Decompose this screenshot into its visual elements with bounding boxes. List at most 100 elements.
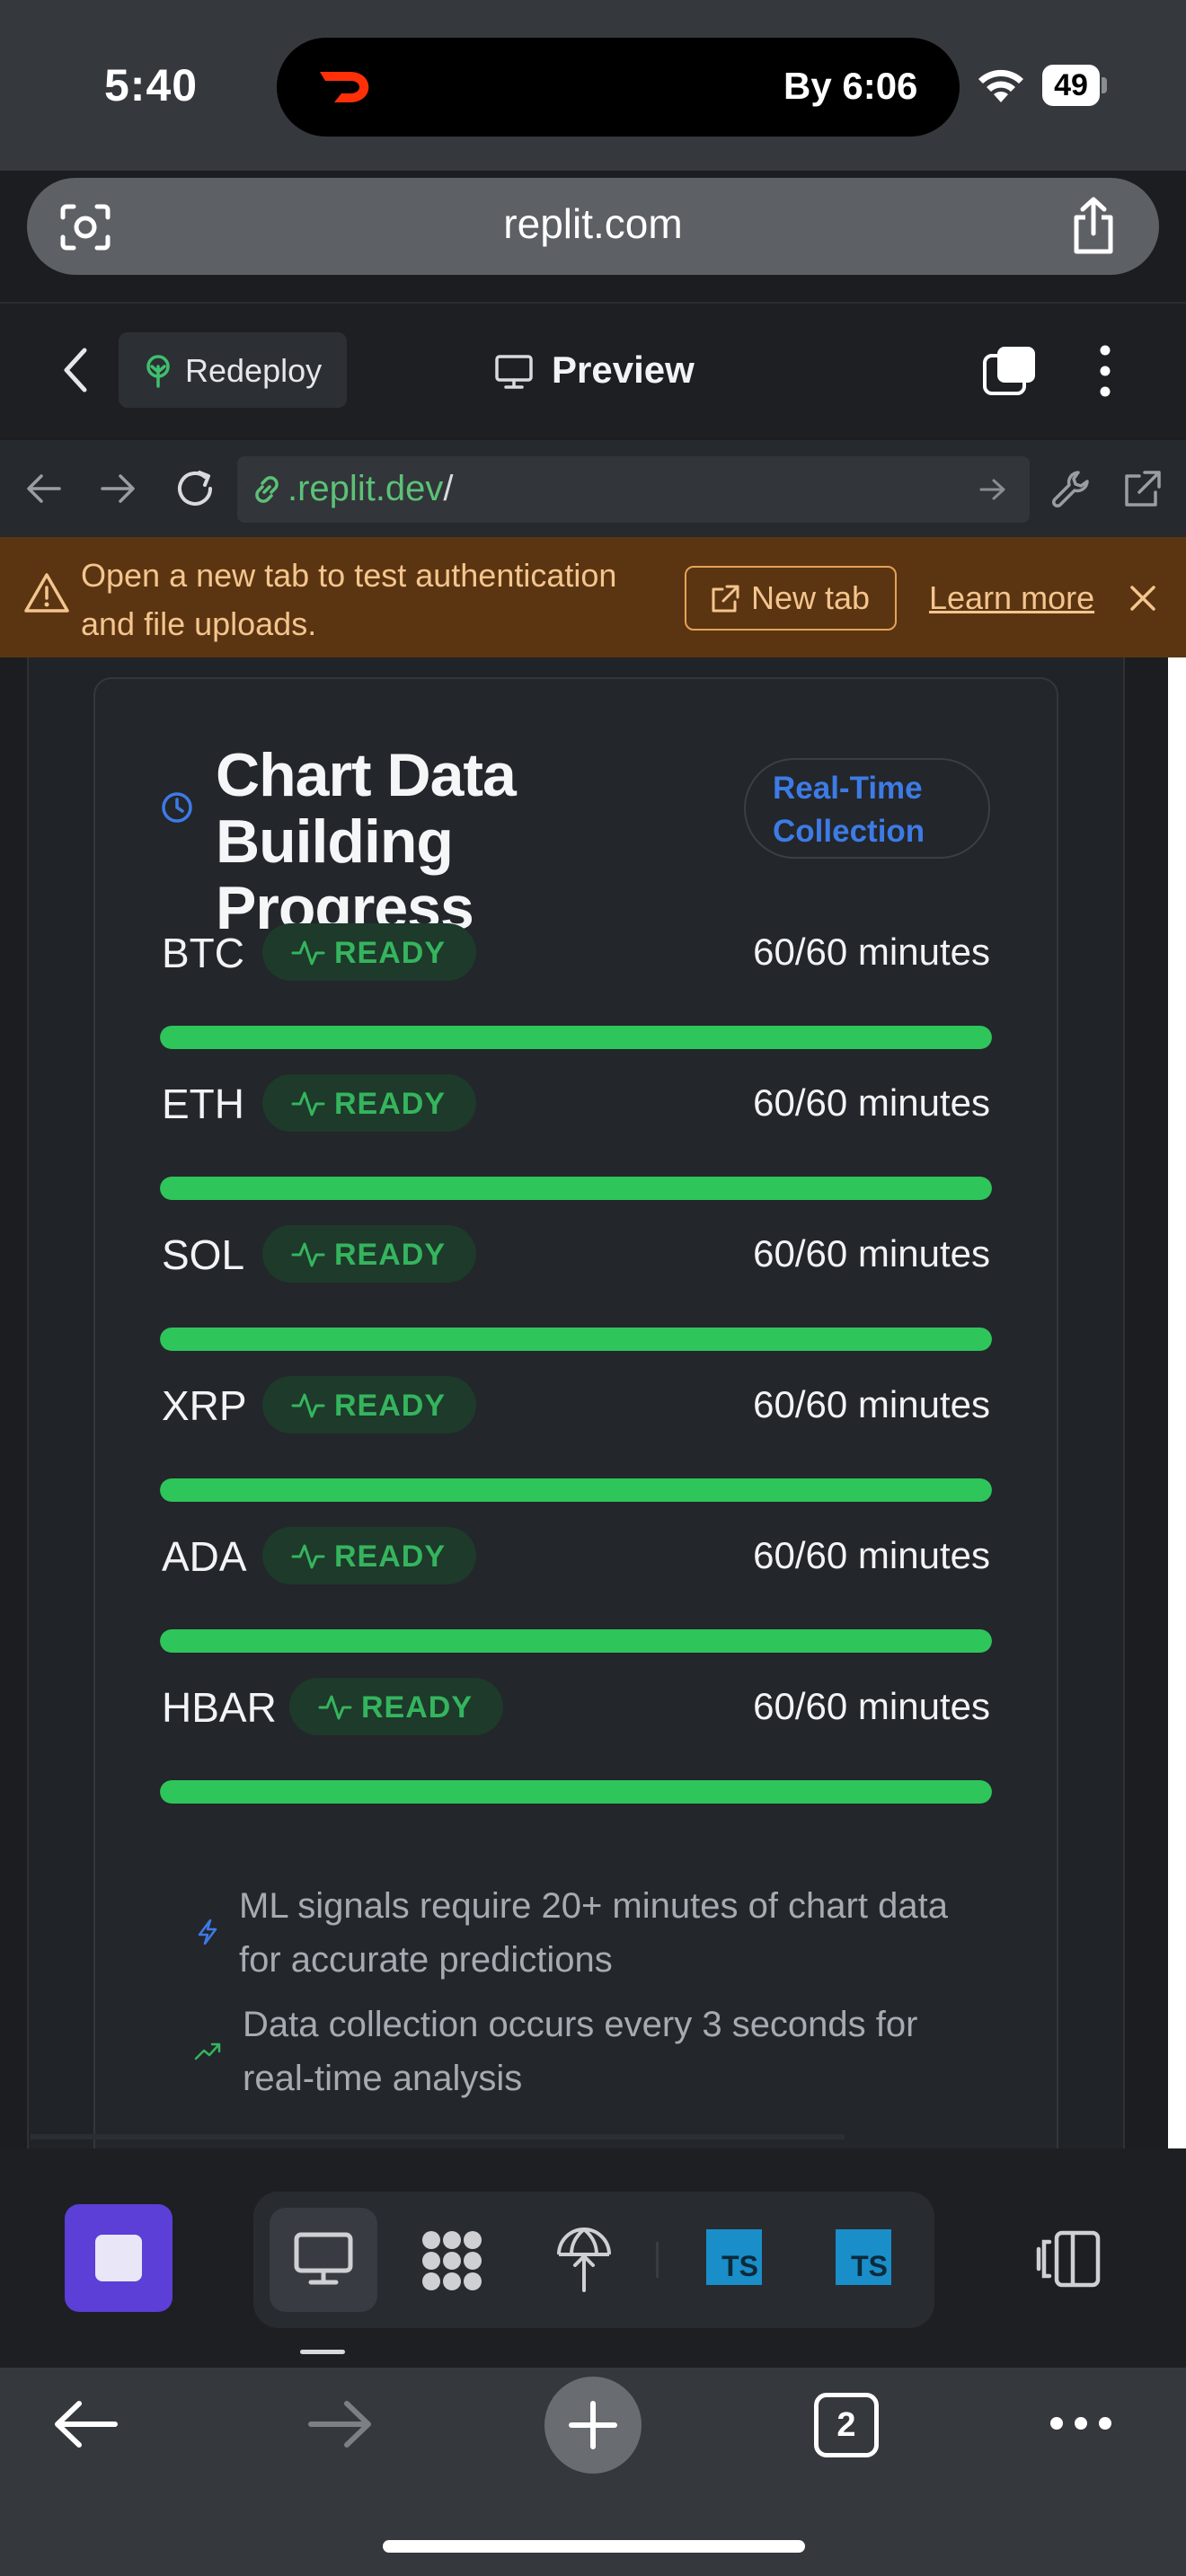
visual-lookup-icon[interactable]	[59, 203, 111, 251]
share-icon[interactable]	[1067, 196, 1120, 255]
progress-bar-fill	[160, 1328, 992, 1351]
progress-minutes: 60/60 minutes	[753, 1534, 990, 1576]
progress-bar-fill	[160, 1629, 992, 1653]
tab-count-button[interactable]: 2	[814, 2393, 879, 2457]
ready-status-text: READY	[334, 1087, 447, 1121]
progress-minutes: 60/60 minutes	[753, 1685, 990, 1727]
go-arrow-icon[interactable]	[978, 476, 1008, 503]
safari-address-bar[interactable]	[27, 178, 1159, 275]
doordash-logo-icon	[320, 72, 369, 102]
progress-bar	[160, 1629, 992, 1653]
progress-minutes: 60/60 minutes	[753, 1383, 990, 1425]
activity-pulse-icon	[291, 1091, 325, 1116]
ready-status-text: READY	[334, 1539, 447, 1574]
arrow-right-icon[interactable]	[99, 471, 137, 507]
ready-status-text: READY	[334, 1389, 447, 1423]
progress-bar-fill	[160, 1780, 992, 1804]
external-link-icon[interactable]	[1121, 469, 1163, 510]
progress-bar-fill	[160, 1026, 992, 1049]
home-indicator	[383, 2540, 805, 2553]
info-note: Data collection occurs every 3 seconds f…	[243, 2005, 918, 2098]
tabs-switcher-icon[interactable]	[981, 343, 1039, 397]
new-tab-label: New tab	[751, 579, 871, 616]
progress-minutes: 60/60 minutes	[753, 1232, 990, 1275]
grid-dots-icon[interactable]	[419, 2228, 485, 2294]
realtime-badge-label: Real-Time Collection	[773, 771, 925, 849]
clock-icon	[162, 792, 192, 823]
ready-status-text: READY	[361, 1690, 474, 1725]
activity-pulse-icon	[291, 1544, 325, 1569]
banner-message: Open a new tab to test authentication an…	[81, 557, 617, 642]
monitor-icon	[495, 355, 533, 389]
more-icon[interactable]	[1048, 2414, 1114, 2432]
reload-icon[interactable]	[173, 467, 217, 510]
realtime-badge	[744, 758, 990, 859]
ts-file-icon: TS	[851, 2250, 888, 2282]
stop-icon	[95, 2235, 142, 2281]
new-tab-button[interactable]	[685, 566, 897, 631]
progress-bar	[160, 1177, 992, 1200]
external-link-icon	[712, 585, 739, 613]
progress-bar-fill	[160, 1478, 992, 1502]
address-domain: .replit.dev	[288, 469, 444, 508]
tool-tab-preview[interactable]	[270, 2208, 377, 2312]
link-icon	[255, 476, 279, 503]
coin-symbol: XRP	[162, 1382, 247, 1429]
chevron-left-icon[interactable]	[58, 345, 93, 395]
close-icon[interactable]	[1125, 580, 1161, 616]
preview-title[interactable]: Preview	[552, 348, 695, 391]
progress-bar	[160, 1478, 992, 1502]
scrollbar-track	[1168, 657, 1186, 2148]
wrench-icon[interactable]	[1051, 469, 1093, 510]
safari-url-text[interactable]: replit.com	[503, 200, 683, 247]
coin-symbol: SOL	[162, 1231, 245, 1278]
chart-progress-card	[93, 677, 1058, 2168]
ts-file-icon: TS	[721, 2250, 758, 2282]
safari-back-icon[interactable]	[52, 2396, 120, 2452]
horizontal-scrollbar[interactable]	[31, 2134, 845, 2139]
activity-pulse-icon	[291, 1393, 325, 1418]
clock-time: 5:40	[104, 60, 199, 110]
progress-minutes: 60/60 minutes	[753, 931, 990, 973]
card-title: Chart Data Building Progress	[216, 741, 517, 942]
webview-address-text[interactable]: .replit.dev/	[288, 469, 454, 509]
dynamic-island	[277, 38, 960, 137]
progress-bar	[160, 1328, 992, 1351]
progress-bar	[160, 1780, 992, 1804]
activity-pulse-icon	[318, 1695, 352, 1720]
deployment-globe-icon[interactable]	[553, 2226, 615, 2294]
typescript-file-tab-1[interactable]: TS	[706, 2229, 762, 2285]
panel-layout-icon[interactable]	[1035, 2229, 1102, 2289]
arrow-left-icon[interactable]	[25, 471, 63, 507]
webview-address-field[interactable]	[237, 456, 1030, 523]
address-path: /	[443, 469, 454, 508]
monitor-icon	[294, 2232, 353, 2285]
live-activity-eta: By 6:06	[783, 65, 918, 107]
battery-tip	[1102, 77, 1107, 93]
toolbar-divider	[656, 2242, 659, 2278]
trending-up-icon	[194, 2042, 221, 2060]
redeploy-label: Redeploy	[185, 352, 323, 389]
battery-level: 49	[1042, 65, 1100, 106]
coin-symbol: BTC	[162, 930, 244, 976]
progress-minutes: 60/60 minutes	[753, 1081, 990, 1124]
progress-bar	[160, 1026, 992, 1049]
learn-more-link[interactable]: Learn more	[929, 579, 1095, 616]
ready-status-text: READY	[334, 936, 447, 970]
battery-indicator: 49	[1042, 65, 1107, 106]
safari-forward-icon[interactable]	[305, 2396, 374, 2452]
deploy-tree-icon	[146, 355, 170, 388]
info-note: ML signals require 20+ minutes of chart …	[239, 1886, 948, 1980]
coin-symbol: ETH	[162, 1081, 244, 1127]
progress-bar-fill	[160, 1177, 992, 1200]
coin-symbol: ADA	[162, 1533, 247, 1580]
wifi-icon	[978, 69, 1023, 102]
activity-pulse-icon	[291, 940, 325, 966]
activity-pulse-icon	[291, 1242, 325, 1267]
typescript-file-tab-2[interactable]: TS	[836, 2229, 891, 2285]
more-options-icon[interactable]	[1091, 343, 1120, 399]
coin-symbol: HBAR	[162, 1684, 277, 1731]
ready-status-text: READY	[334, 1238, 447, 1272]
warning-triangle-icon	[24, 573, 69, 613]
plus-icon	[569, 2401, 617, 2449]
